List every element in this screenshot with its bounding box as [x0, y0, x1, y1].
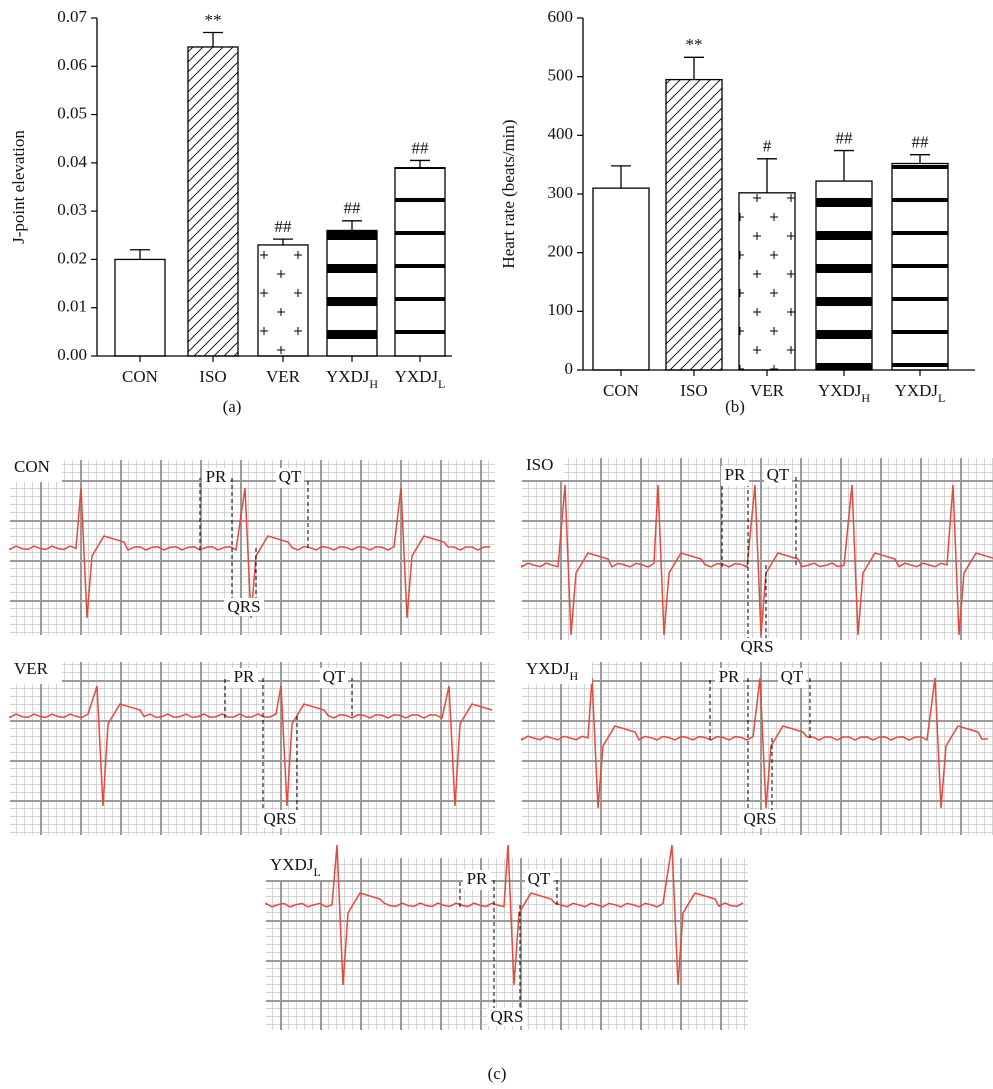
x-tick-label: VER	[266, 367, 301, 386]
y-axis-title: J-point elevation	[9, 130, 28, 244]
significance-label: ##	[412, 138, 430, 157]
ecg-name: ISO	[526, 455, 553, 474]
panel-label: (a)	[223, 397, 242, 416]
x-tick-label-base: YXDJ	[326, 367, 370, 386]
y-tick-label: 0	[565, 359, 574, 378]
y-tick-label: 0.05	[57, 103, 87, 122]
x-tick-label: CON	[603, 381, 639, 400]
ecg-name-subscript: L	[313, 865, 320, 879]
y-tick-label: 200	[548, 242, 574, 261]
y-tick-label: 0.04	[57, 152, 87, 171]
x-tick-label: YXDJH	[818, 381, 870, 405]
significance-label: ##	[836, 128, 854, 147]
pr-label: PR	[234, 667, 255, 686]
ecg-name-base: CON	[14, 457, 50, 476]
x-tick-label-base: ISO	[680, 381, 707, 400]
y-axis-title: Heart rate (beats/min)	[499, 119, 518, 268]
x-tick-label-subscript: L	[438, 377, 445, 391]
pr-label: PR	[719, 667, 740, 686]
bar	[115, 259, 165, 356]
qt-label: QT	[528, 869, 551, 888]
qrs-label: QRS	[490, 1007, 523, 1026]
x-tick-label-base: VER	[266, 367, 301, 386]
ecg-name-base: YXDJ	[270, 855, 314, 874]
bar	[258, 245, 308, 356]
x-tick-label-base: YXDJ	[818, 381, 862, 400]
bar	[666, 80, 722, 370]
page: 0.00 0.01 0.02 0.03 0.04 0.05 0.06 0.07 J-point …	[0, 0, 993, 1089]
y-tick-label: 500	[548, 66, 574, 85]
x-tick-label-subscript: L	[938, 391, 945, 405]
qt-label: QT	[323, 667, 346, 686]
significance-label: ##	[275, 217, 293, 236]
significance-label: ##	[344, 199, 362, 218]
panel-label: (b)	[725, 397, 745, 416]
x-tick-label-base: VER	[750, 381, 785, 400]
qrs-label: QRS	[740, 637, 773, 656]
ecg-name-subscript: H	[569, 669, 578, 683]
x-tick-label-base: ISO	[199, 367, 226, 386]
bar	[816, 181, 872, 370]
bar	[395, 168, 445, 356]
y-tick-label: 100	[548, 300, 574, 319]
panel-label: (c)	[488, 1064, 507, 1083]
y-tick-label: 0.03	[57, 200, 87, 219]
qrs-label: QRS	[227, 597, 260, 616]
x-tick-label: ISO	[199, 367, 226, 386]
bar	[892, 163, 948, 370]
x-tick-label-subscript: H	[861, 391, 870, 405]
ecg-name: CON	[14, 457, 50, 476]
significance-label: #	[763, 137, 772, 156]
figure: 0.00 0.01 0.02 0.03 0.04 0.05 0.06 0.07 J-point …	[0, 0, 993, 1089]
pr-label: PR	[467, 869, 488, 888]
y-tick-label: 0.02	[57, 248, 87, 267]
pr-label: PR	[725, 465, 746, 484]
qt-label: QT	[767, 465, 790, 484]
x-tick-label-base: YXDJ	[395, 367, 439, 386]
qt-label: QT	[781, 667, 804, 686]
x-tick-label: YXDJL	[895, 381, 946, 405]
significance-label: **	[205, 10, 222, 29]
y-tick-label: 0.00	[57, 345, 87, 364]
y-tick-label: 0.06	[57, 55, 87, 74]
x-tick-label-base: CON	[603, 381, 639, 400]
x-tick-label: VER	[750, 381, 785, 400]
x-tick-label: ISO	[680, 381, 707, 400]
bar	[739, 193, 795, 370]
qrs-label: QRS	[743, 809, 776, 828]
qt-label: QT	[279, 467, 302, 486]
pr-label: PR	[206, 467, 227, 486]
y-tick-label: 300	[548, 183, 574, 202]
significance-label: **	[686, 35, 703, 54]
y-tick-label: 0.01	[57, 297, 87, 316]
x-tick-label-base: YXDJ	[895, 381, 939, 400]
significance-label: ##	[912, 133, 930, 152]
bar	[593, 188, 649, 370]
x-tick-label-base: CON	[122, 367, 158, 386]
x-tick-label: YXDJL	[395, 367, 446, 391]
x-tick-label: YXDJH	[326, 367, 378, 391]
qrs-label: QRS	[263, 809, 296, 828]
ecg-name: VER	[14, 659, 49, 678]
x-tick-label: CON	[122, 367, 158, 386]
bar	[188, 47, 238, 356]
bar	[327, 230, 377, 356]
y-tick-label: 0.07	[57, 7, 87, 26]
ecg-name-base: VER	[14, 659, 49, 678]
y-tick-label: 600	[548, 7, 574, 26]
x-tick-label-subscript: H	[369, 377, 378, 391]
ecg-name-base: YXDJ	[526, 659, 570, 678]
ecg-name-base: ISO	[526, 455, 553, 474]
y-tick-label: 400	[548, 124, 574, 143]
